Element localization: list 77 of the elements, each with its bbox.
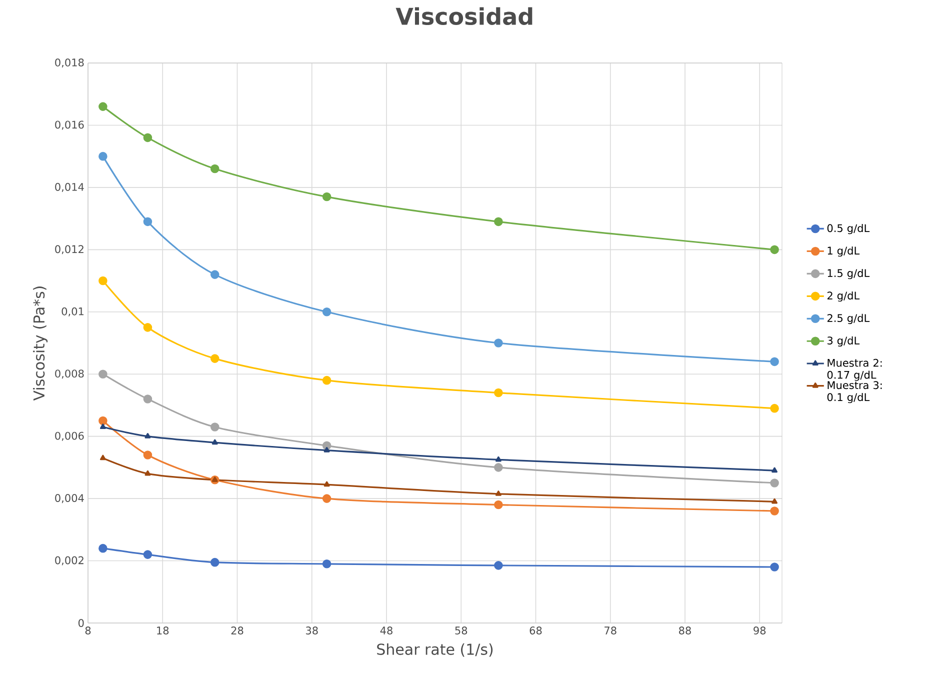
point xyxy=(322,192,332,202)
point xyxy=(143,394,152,404)
point xyxy=(144,433,151,438)
point xyxy=(143,550,152,559)
legend-label: 2.5 g/dL xyxy=(827,314,870,324)
point xyxy=(770,562,779,572)
x-tick-label: 48 xyxy=(380,626,392,634)
chart-title: Viscosidad xyxy=(396,7,532,26)
y-tick-label: 0,016 xyxy=(55,120,84,130)
point xyxy=(210,164,220,174)
x-tick-label: 28 xyxy=(231,626,244,634)
y-tick-label: 0,014 xyxy=(55,182,84,192)
point xyxy=(770,506,779,516)
point xyxy=(143,450,152,460)
point xyxy=(770,404,779,413)
x-tick-label: 18 xyxy=(157,626,169,634)
y-axis-title: Viscosity (Pa*s) xyxy=(33,286,48,401)
point xyxy=(98,370,108,379)
point xyxy=(100,454,106,460)
point xyxy=(212,476,218,482)
legend-label: Muestra 3: 0.1 g/dL xyxy=(827,381,882,404)
point xyxy=(770,245,779,254)
point xyxy=(494,561,503,570)
legend-label: 1 g/dL xyxy=(828,246,860,257)
point xyxy=(212,439,218,445)
x-tick-label: 88 xyxy=(679,626,691,634)
legend-label: 1.5 g/dL xyxy=(828,268,870,280)
y-tick-label: 0,002 xyxy=(55,556,84,566)
point xyxy=(98,416,108,426)
point xyxy=(143,323,152,332)
point xyxy=(494,388,503,398)
point xyxy=(98,544,108,553)
point xyxy=(143,133,152,142)
legend-label: 3 g/dL xyxy=(827,336,860,347)
point xyxy=(143,217,152,226)
point xyxy=(324,481,330,487)
x-tick-label: 58 xyxy=(455,626,468,634)
point xyxy=(494,463,503,472)
point xyxy=(98,152,108,161)
point xyxy=(322,559,332,568)
point xyxy=(494,500,503,510)
x-tick-label: 98 xyxy=(754,626,766,634)
point xyxy=(772,467,778,473)
point xyxy=(770,478,779,488)
point xyxy=(100,424,106,430)
point xyxy=(322,376,332,385)
point xyxy=(322,494,332,503)
point xyxy=(322,307,332,316)
point xyxy=(98,276,108,286)
x-tick-label: 8 xyxy=(85,626,91,634)
point xyxy=(495,490,502,496)
point xyxy=(324,447,330,452)
x-tick-label: 38 xyxy=(306,626,318,634)
point xyxy=(98,102,108,111)
legend-label: Muestra 2: 0.17 g/dL xyxy=(827,358,882,381)
y-tick-label: 0,012 xyxy=(55,245,84,254)
y-tick-label: 0,01 xyxy=(62,307,84,316)
point xyxy=(210,422,220,432)
point xyxy=(494,217,503,226)
point xyxy=(495,456,502,462)
point xyxy=(494,338,503,348)
x-axis-title: Shear rate (1/s) xyxy=(377,643,493,657)
y-tick-label: 0,018 xyxy=(55,58,84,68)
point xyxy=(770,357,779,366)
point xyxy=(772,498,778,504)
legend-label: 2 g/dL xyxy=(827,291,860,302)
point xyxy=(210,558,220,567)
y-tick-label: 0,008 xyxy=(55,370,84,379)
x-tick-label: 78 xyxy=(604,626,616,634)
x-tick-label: 68 xyxy=(530,626,542,634)
legend-label: 0.5 g/dL xyxy=(827,224,870,234)
y-tick-label: 0 xyxy=(78,619,84,627)
point xyxy=(210,354,220,363)
y-tick-label: 0,004 xyxy=(55,494,84,504)
point xyxy=(210,270,220,279)
point xyxy=(144,470,151,476)
y-tick-label: 0,006 xyxy=(55,432,84,441)
